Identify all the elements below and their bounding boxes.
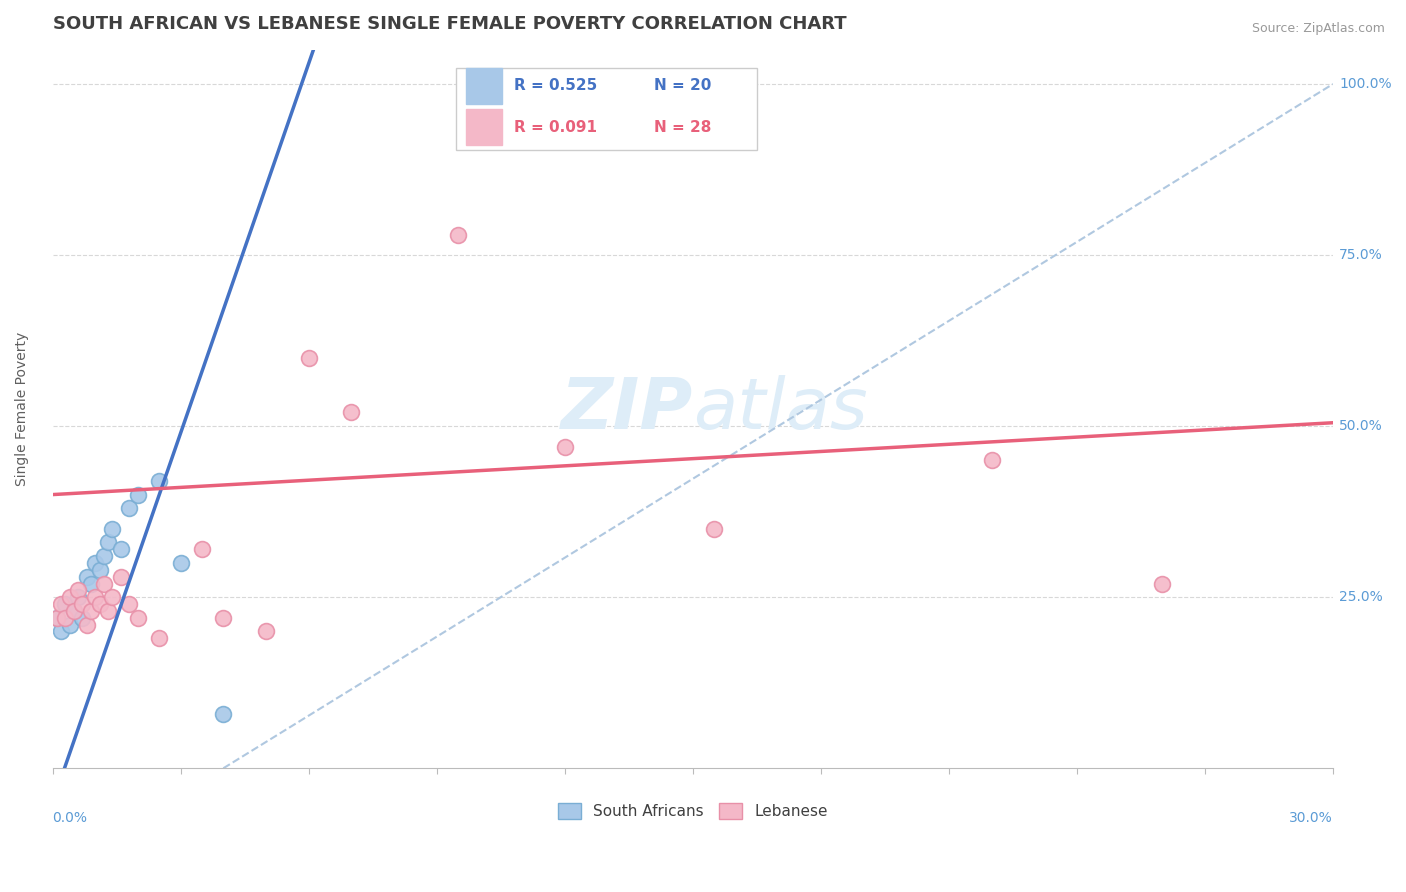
- Point: [101, 522, 124, 536]
- Point: [554, 440, 576, 454]
- Point: [59, 591, 82, 605]
- Point: [84, 591, 107, 605]
- Point: [298, 351, 321, 365]
- Point: [89, 563, 111, 577]
- Point: [72, 611, 94, 625]
- Point: [110, 542, 132, 557]
- Point: [118, 597, 141, 611]
- Text: 50.0%: 50.0%: [1340, 419, 1384, 434]
- Bar: [467, 109, 502, 145]
- Point: [80, 576, 103, 591]
- Text: Source: ZipAtlas.com: Source: ZipAtlas.com: [1251, 22, 1385, 36]
- Point: [45, 611, 67, 625]
- Point: [703, 522, 725, 536]
- Point: [80, 604, 103, 618]
- Point: [447, 227, 470, 242]
- FancyBboxPatch shape: [456, 68, 756, 151]
- Point: [101, 591, 124, 605]
- Point: [49, 597, 72, 611]
- Text: R = 0.091: R = 0.091: [513, 120, 596, 135]
- Point: [148, 632, 170, 646]
- Point: [340, 405, 363, 419]
- Point: [84, 556, 107, 570]
- Point: [76, 617, 98, 632]
- Text: 75.0%: 75.0%: [1340, 248, 1384, 262]
- Point: [63, 604, 86, 618]
- Y-axis label: Single Female Poverty: Single Female Poverty: [15, 332, 30, 486]
- Text: R = 0.525: R = 0.525: [513, 78, 596, 94]
- Point: [169, 556, 191, 570]
- Text: 25.0%: 25.0%: [1340, 591, 1384, 604]
- Text: N = 28: N = 28: [654, 120, 711, 135]
- Point: [89, 597, 111, 611]
- Point: [97, 604, 120, 618]
- Point: [76, 570, 98, 584]
- Text: atlas: atlas: [693, 375, 868, 443]
- Point: [72, 597, 94, 611]
- Point: [191, 542, 214, 557]
- Text: ZIP: ZIP: [561, 375, 693, 443]
- Point: [118, 501, 141, 516]
- Point: [110, 570, 132, 584]
- Point: [127, 611, 149, 625]
- Point: [63, 604, 86, 618]
- Point: [59, 617, 82, 632]
- Point: [1152, 576, 1174, 591]
- Text: 0.0%: 0.0%: [52, 812, 87, 825]
- Point: [55, 597, 77, 611]
- Point: [980, 453, 1002, 467]
- Point: [212, 611, 235, 625]
- Point: [55, 611, 77, 625]
- Point: [127, 487, 149, 501]
- Point: [148, 474, 170, 488]
- Point: [254, 624, 277, 639]
- Point: [67, 583, 90, 598]
- Bar: [467, 68, 502, 103]
- Point: [45, 611, 67, 625]
- Text: 100.0%: 100.0%: [1340, 77, 1392, 91]
- Point: [93, 576, 115, 591]
- Text: N = 20: N = 20: [654, 78, 711, 94]
- Point: [67, 591, 90, 605]
- Legend: South Africans, Lebanese: South Africans, Lebanese: [551, 797, 834, 825]
- Point: [93, 549, 115, 563]
- Point: [212, 706, 235, 721]
- Point: [49, 624, 72, 639]
- Text: SOUTH AFRICAN VS LEBANESE SINGLE FEMALE POVERTY CORRELATION CHART: SOUTH AFRICAN VS LEBANESE SINGLE FEMALE …: [52, 15, 846, 33]
- Point: [97, 535, 120, 549]
- Text: 30.0%: 30.0%: [1289, 812, 1333, 825]
